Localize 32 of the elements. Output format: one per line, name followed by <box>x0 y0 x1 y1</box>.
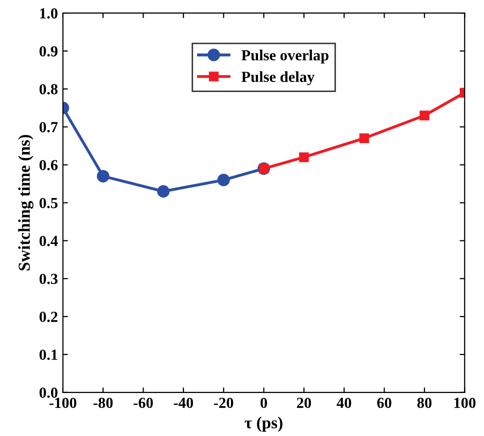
y-tick-label: 0.3 <box>40 274 58 284</box>
point <box>217 174 230 186</box>
x-tick-label: 60 <box>377 398 392 408</box>
y-tick-label: 0.8 <box>40 84 58 94</box>
x-tick-label: 0 <box>260 398 268 408</box>
point <box>157 185 170 198</box>
x-tick-label: -100 <box>49 398 76 408</box>
point <box>299 152 309 162</box>
y-tick-label: 0.5 <box>40 198 58 208</box>
y-tick-label: 0.0 <box>40 388 58 398</box>
y-tick-label: 1.0 <box>40 8 58 19</box>
x-tick-label: 20 <box>296 398 312 408</box>
y-tick-label: 0.2 <box>40 312 58 322</box>
y-axis-title: Switching time (ns) <box>18 134 34 270</box>
x-tick-label: -20 <box>214 398 234 408</box>
x-tick-label: 80 <box>417 398 432 408</box>
x-tick-label: -40 <box>174 398 194 408</box>
x-tick-label: -80 <box>93 398 113 408</box>
y-tick-label: 0.7 <box>40 122 58 132</box>
y-tick-label: 0.1 <box>40 350 58 360</box>
x-tick-label: 40 <box>336 398 352 408</box>
x-tick-label: 100 <box>454 398 476 408</box>
legend-label: Pulse delay <box>242 71 315 86</box>
point <box>96 170 110 182</box>
y-tick-label: 0.9 <box>40 46 58 57</box>
point <box>359 133 370 144</box>
x-axis-title: τ (ps) <box>244 416 282 432</box>
x-tick-label: -60 <box>134 398 153 408</box>
y-tick-label: 0.4 <box>40 236 58 246</box>
point <box>420 110 430 120</box>
legend-label: Pulse overlap <box>242 50 328 64</box>
y-tick-label: 0.6 <box>40 160 58 170</box>
